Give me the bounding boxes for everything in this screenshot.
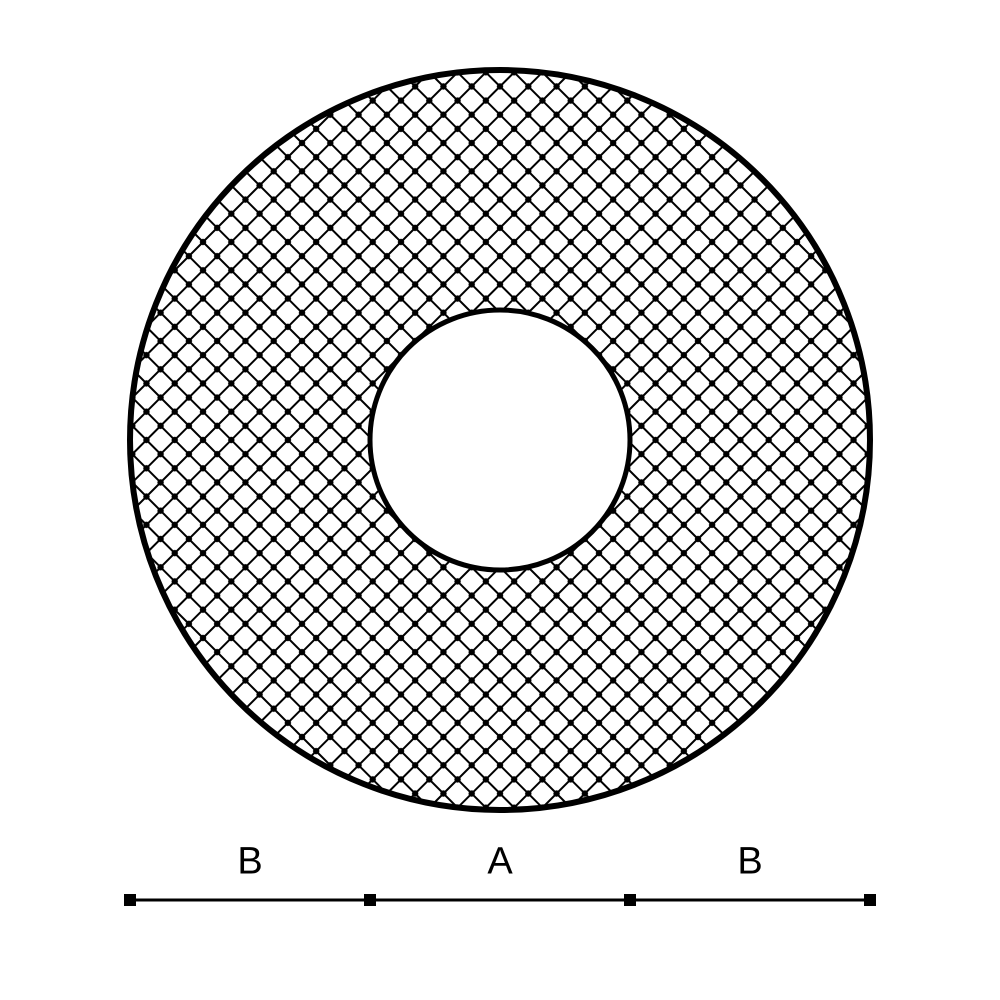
dimension-label-a: A [487,841,512,884]
dimension-label-b-right: B [737,841,762,884]
dimension-label-b-left: B [237,841,262,884]
diagram-canvas: B A B [0,0,1000,1000]
